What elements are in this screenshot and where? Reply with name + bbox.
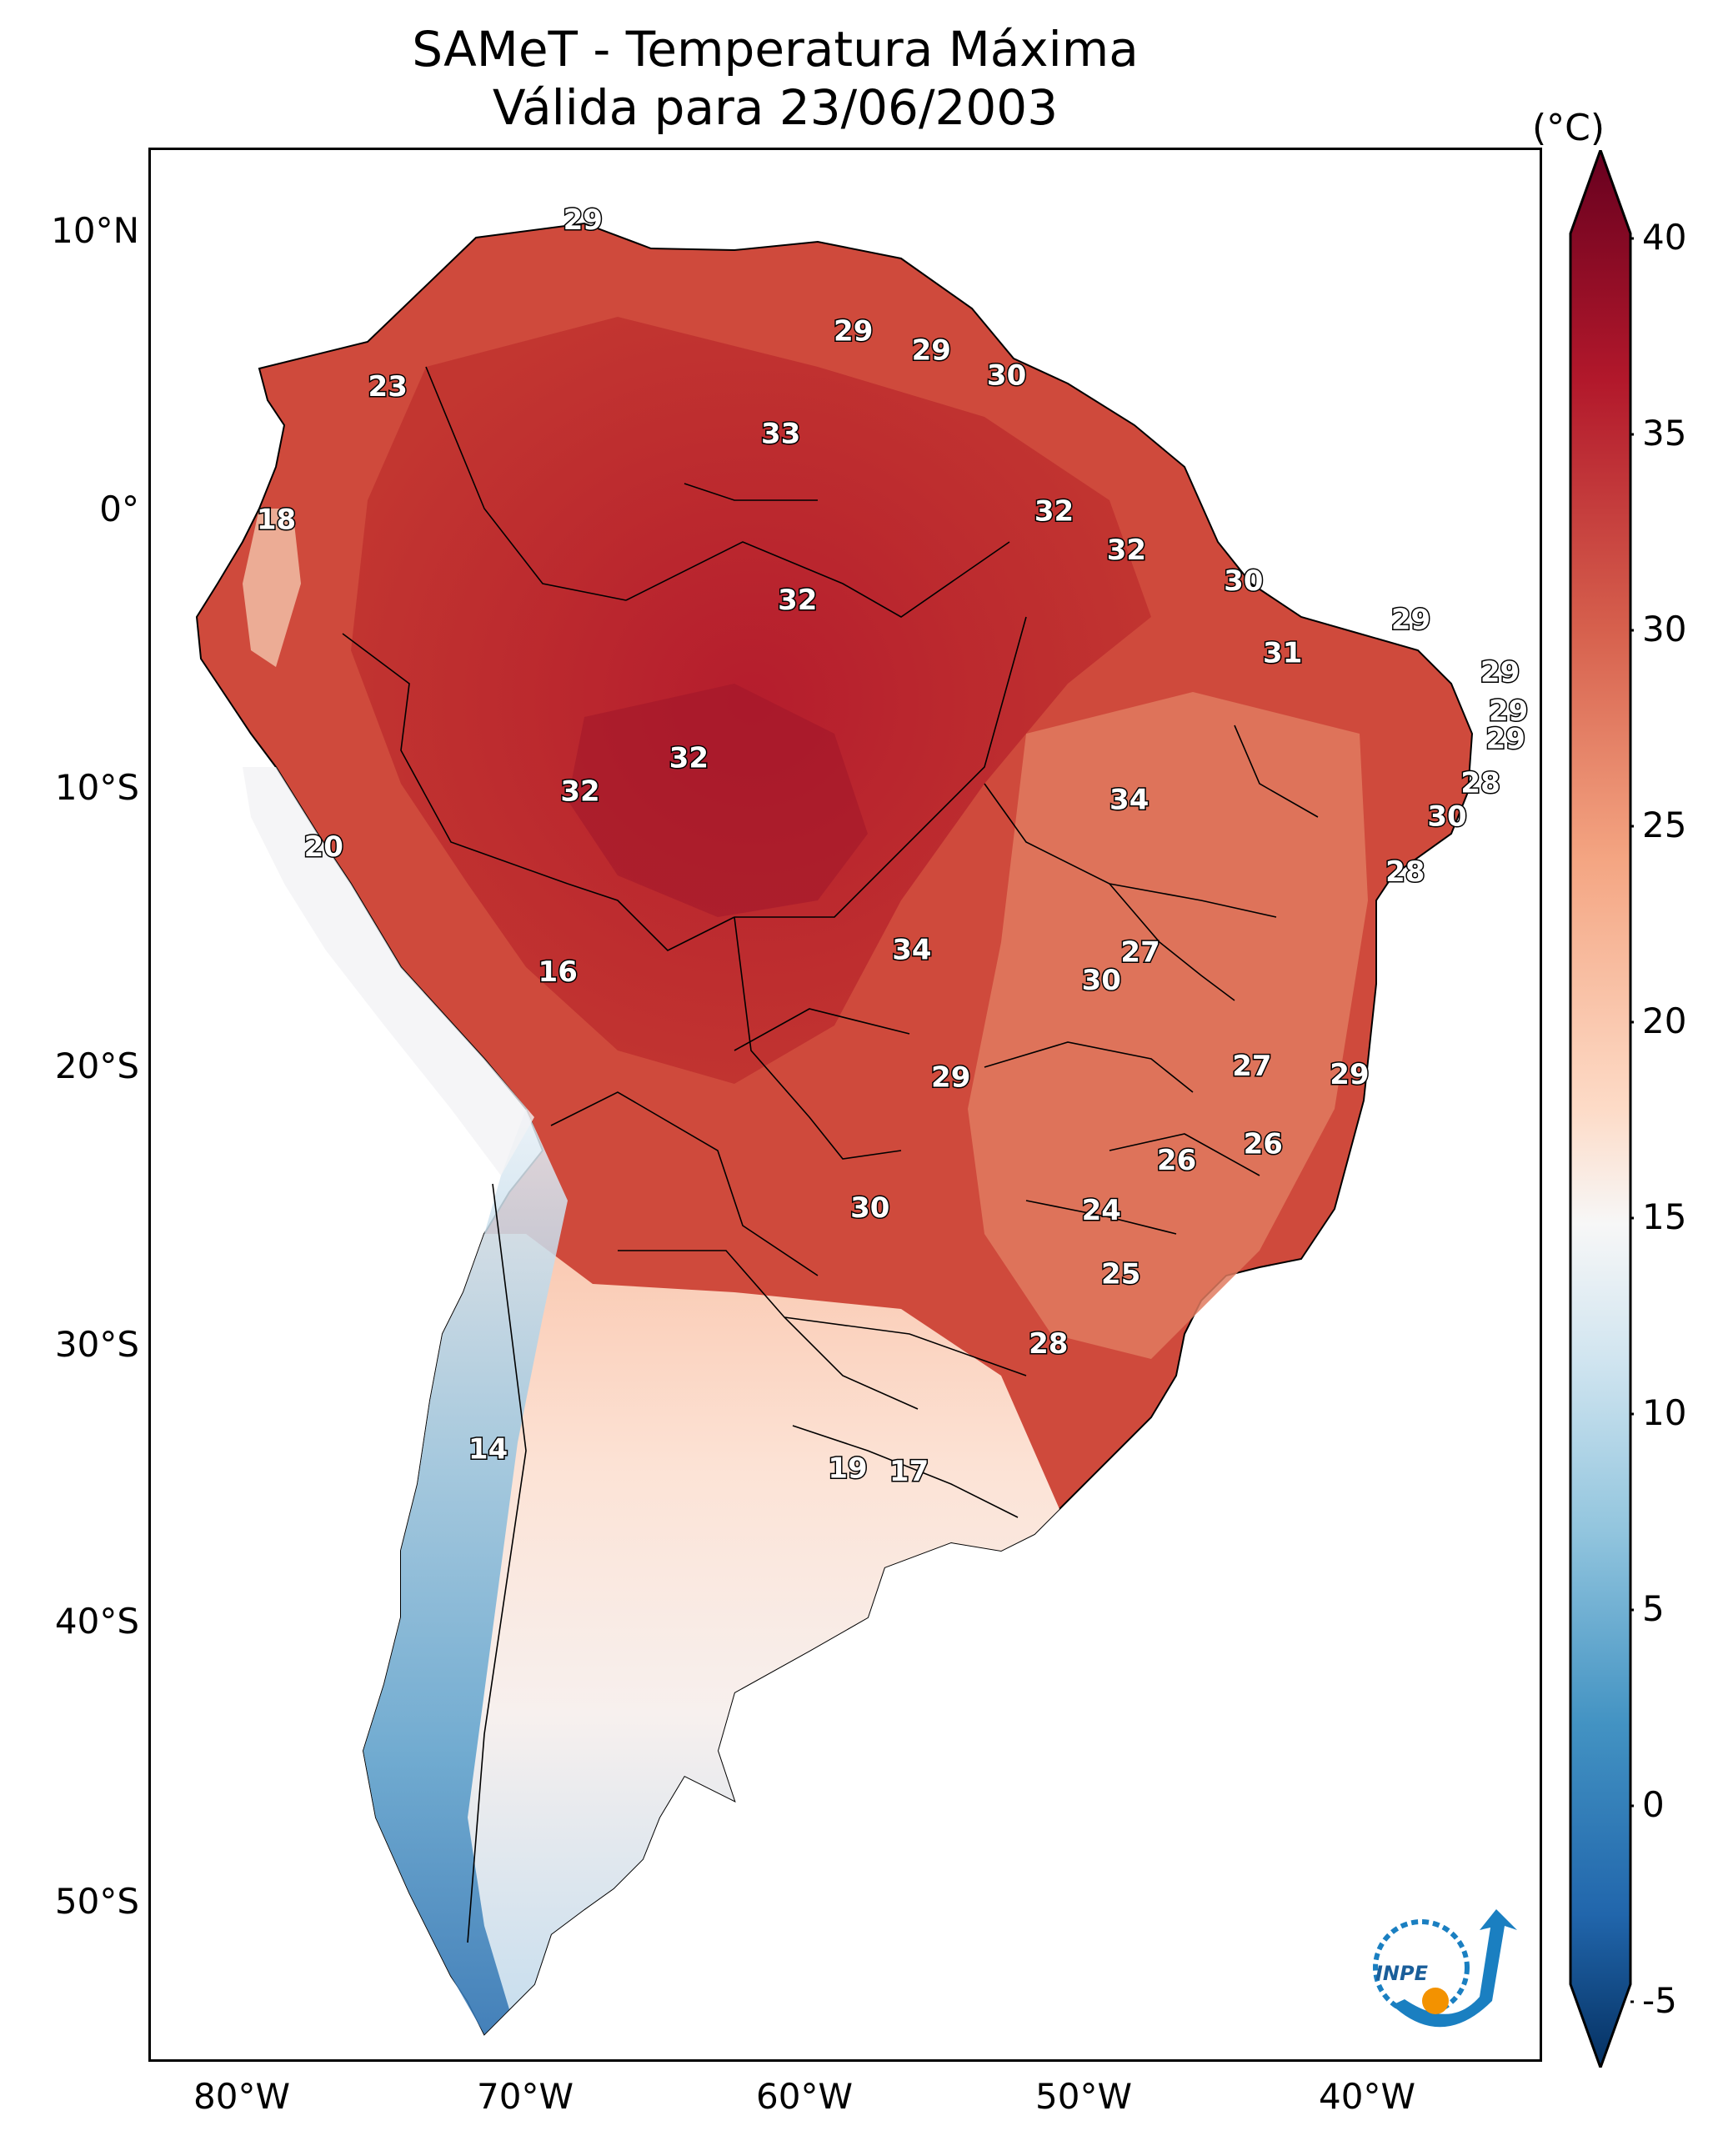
temperature-value-label: 29 [834, 314, 873, 348]
lon-label-40w: 40°W [1319, 2076, 1415, 2117]
figure-subtitle: Válida para 23/06/2003 [492, 79, 1059, 136]
lon-label-70w: 70°W [477, 2076, 573, 2117]
temperature-value-label: 29 [1391, 603, 1430, 636]
temperature-value-label: 27 [1120, 936, 1160, 970]
lat-label-20s: 20°S [54, 1045, 139, 1086]
colorbar-unit: (°C) [1532, 107, 1605, 149]
colorbar-label-10: 10 [1642, 1392, 1687, 1433]
temperature-value-label: 28 [1029, 1327, 1068, 1361]
temperature-value-label: 33 [761, 417, 800, 450]
map-panel: 29 23 29 29 30 33 18 32 32 32 30 29 31 29 29 29 32 32 34 28… [148, 148, 1542, 2062]
temperature-value-label: 26 [1244, 1127, 1283, 1161]
temperature-value-label: 20 [304, 830, 343, 864]
temperature-value-label: 24 [1082, 1194, 1121, 1227]
temperature-value-label: 30 [987, 359, 1026, 393]
temperature-value-label: 29 [1480, 656, 1520, 689]
lat-label-0: 0° [99, 489, 139, 529]
temperature-value-label: 17 [889, 1455, 929, 1488]
lon-label-80w: 80°W [193, 2076, 290, 2117]
logo-sun [1422, 1988, 1449, 2014]
colorbar [1569, 150, 1634, 2068]
temperature-value-label: 30 [1224, 564, 1263, 598]
colorbar-label-40: 40 [1642, 217, 1687, 258]
andes-north-cool [243, 767, 534, 1176]
lon-label-60w: 60°W [756, 2076, 853, 2117]
temperature-value-label: 30 [1082, 964, 1121, 997]
colorbar-ticks [1630, 237, 1634, 2003]
colorbar-label-0: 0 [1642, 1784, 1665, 1825]
temperature-value-label: 30 [1427, 800, 1466, 834]
andes-cold-strip [363, 1109, 568, 2034]
temperature-value-label: 23 [368, 370, 408, 404]
temperature-value-label: 18 [257, 504, 296, 537]
colorbar-label-30: 30 [1642, 609, 1687, 649]
temperature-value-label: 25 [1101, 1258, 1140, 1291]
lon-label-50w: 50°W [1035, 2076, 1132, 2117]
colorbar-label-15: 15 [1642, 1196, 1687, 1237]
temperature-value-label: 29 [931, 1060, 970, 1094]
colorbar-label-35: 35 [1642, 413, 1687, 454]
temperature-value-label: 27 [1232, 1050, 1271, 1083]
hot-core-central [568, 684, 868, 917]
temperature-value-label: 29 [563, 203, 603, 237]
temperature-value-label: 26 [1157, 1144, 1196, 1177]
temperature-value-label: 32 [778, 584, 817, 617]
colorbar-label-m5: -5 [1642, 1980, 1677, 2021]
temperature-value-label: 29 [912, 334, 951, 368]
temperature-value-label: 19 [828, 1452, 867, 1486]
temperature-value-label: 16 [538, 955, 578, 989]
temperature-value-label: 14 [468, 1432, 508, 1466]
temperature-value-label: 32 [669, 742, 709, 775]
colorbar-ramp [1569, 150, 1632, 2068]
temperature-value-label: 32 [1107, 534, 1146, 567]
colorbar-label-20: 20 [1642, 1000, 1687, 1041]
logo-arrow [1392, 1909, 1517, 2028]
inpe-logo: INPE [1373, 1909, 1517, 2028]
southeast-region [968, 692, 1368, 1359]
colorbar-label-25: 25 [1642, 805, 1687, 845]
temperature-value-label: 28 [1385, 855, 1425, 889]
temperature-value-label: 32 [560, 775, 599, 809]
country-borders [342, 366, 1319, 1943]
logo-text: INPE [1375, 1962, 1429, 1985]
temperature-value-label: 29 [1330, 1058, 1369, 1091]
temperature-value-label: 29 [1489, 694, 1528, 728]
temperature-value-label: 32 [1034, 495, 1074, 529]
lat-label-30s: 30°S [54, 1324, 139, 1365]
southern-cone-region [363, 1234, 1059, 2034]
lat-label-40s: 40°S [54, 1601, 139, 1642]
temperature-value-label: 34 [1109, 784, 1149, 817]
temperature-value-label: 30 [850, 1191, 889, 1225]
lat-label-10s: 10°S [54, 767, 139, 808]
lat-label-10n: 10°N [51, 210, 139, 251]
temperature-value-label: 29 [1486, 722, 1525, 755]
colorbar-label-5: 5 [1642, 1588, 1665, 1629]
temperature-value-label: 34 [892, 933, 931, 966]
temperature-value-label: 28 [1460, 767, 1500, 800]
andes-ecuador-cool [243, 509, 301, 667]
lat-label-50s: 50°S [54, 1881, 139, 1922]
figure-title: SAMeT - Temperatura Máxima [412, 21, 1139, 78]
temperature-value-label: 31 [1263, 636, 1302, 669]
logo-orbit-ring [1373, 1919, 1470, 2016]
